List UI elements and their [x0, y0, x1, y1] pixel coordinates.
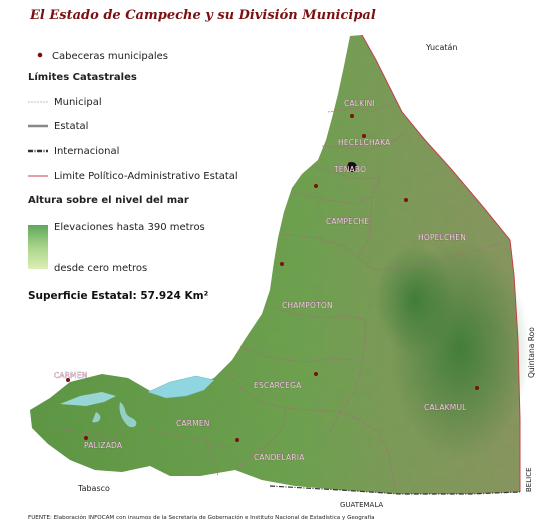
label-escarcega: ESCARCEGA — [254, 381, 302, 390]
label-carmen-north: CARMEN — [54, 371, 88, 380]
seat-dot-icon — [37, 52, 43, 58]
seat-palizada — [84, 436, 88, 440]
estatal-line-icon — [28, 124, 48, 128]
seat-hopelchen — [404, 198, 408, 202]
limite-politico-line-icon — [28, 175, 48, 177]
label-candelaria: CANDELARIA — [254, 453, 305, 462]
legend-elev-high: Elevaciones hasta 390 metros — [54, 222, 205, 233]
coastal-water — [60, 392, 116, 406]
label-hopelchen: HOPELCHEN — [418, 233, 466, 242]
legend-elev-low: desde cero metros — [54, 263, 148, 274]
seat-champoton — [280, 262, 284, 266]
map-title: El Estado de Campeche y su División Muni… — [30, 8, 376, 23]
label-hecelchakan: HECELCHAKA — [338, 138, 391, 147]
label-belice: BELICE — [525, 468, 533, 493]
superficie-estatal: Superficie Estatal: 57.924 Km² — [28, 290, 209, 302]
legend-municipal: Municipal — [54, 97, 102, 108]
international-border — [269, 485, 521, 495]
relief-hills-2 — [375, 245, 455, 355]
internacional-line-icon — [28, 149, 48, 153]
label-palizada: PALIZADA — [84, 441, 123, 450]
label-quintana-roo: Quintana Roo — [527, 327, 536, 378]
capital-marker — [347, 162, 357, 172]
elevation-gradient-swatch — [28, 225, 48, 269]
label-guatemala: GUATEMALA — [340, 501, 383, 509]
legend-limites-heading: Límites Catastrales — [28, 72, 137, 83]
label-calkini: CALKINI — [344, 99, 375, 108]
municipal-line-icon — [28, 101, 48, 103]
seat-escarcega — [314, 372, 318, 376]
wetland-water-2 — [92, 412, 101, 423]
source-footer: FUENTE: Elaboración INFOCAM con insumos … — [28, 515, 375, 521]
seat-candelaria — [235, 438, 239, 442]
label-yucatan: Yucatán — [425, 43, 457, 52]
seat-calkini — [350, 114, 354, 118]
label-calakmul: CALAKMUL — [424, 403, 467, 412]
legend-internacional: Internacional — [54, 146, 120, 157]
municipal-borders — [61, 103, 501, 493]
seat-carmen — [66, 378, 70, 382]
label-carmen-south: CARMEN — [176, 419, 210, 428]
legend-estatal: Estatal — [54, 121, 89, 132]
label-tenabo: TENABO — [333, 165, 366, 174]
label-champoton: CHAMPOTON — [282, 301, 333, 310]
seat-hecelchakan — [362, 134, 366, 138]
wetland-water — [119, 402, 137, 428]
state-boundary-east — [509, 239, 521, 492]
legend-limite-politico: Limite Político-Administrativo Estatal — [54, 171, 238, 182]
legend-cabeceras: Cabeceras municipales — [52, 51, 168, 62]
legend-altura-heading: Altura sobre el nivel del mar — [28, 195, 189, 206]
label-tabasco: Tabasco — [77, 484, 110, 493]
seat-calakmul — [475, 386, 479, 390]
laguna-de-terminos — [147, 375, 215, 399]
state-boundary-line — [361, 34, 511, 241]
label-campeche: CAMPECHE — [326, 217, 369, 226]
seat-campeche — [314, 184, 318, 188]
